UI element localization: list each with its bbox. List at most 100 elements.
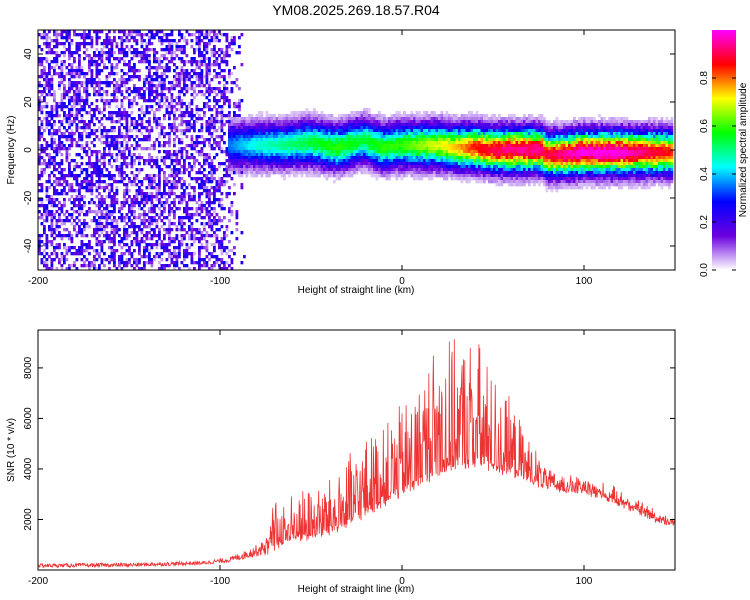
heatmap-cell <box>158 81 161 85</box>
heatmap-cell <box>313 153 316 157</box>
heatmap-cell <box>240 171 244 175</box>
heatmap-cell <box>98 165 101 169</box>
heatmap-cell <box>333 147 336 151</box>
heatmap-cell <box>280 144 284 148</box>
heatmap-cell <box>238 87 241 91</box>
heatmap-cell <box>50 156 54 160</box>
heatmap-cell <box>180 87 184 91</box>
heatmap-cell <box>350 126 354 130</box>
heatmap-cell <box>98 78 101 82</box>
heatmap-cell <box>343 174 346 178</box>
heatmap-cell <box>258 171 261 175</box>
heatmap-cell <box>180 171 184 175</box>
heatmap-cell <box>60 147 64 151</box>
heatmap-cell <box>53 123 56 127</box>
heatmap-cell <box>165 39 169 43</box>
heatmap-cell <box>155 174 159 178</box>
heatmap-cell <box>125 237 129 241</box>
heatmap-cell <box>163 186 166 190</box>
heatmap-cell <box>125 96 129 100</box>
heatmap-cell <box>63 219 66 223</box>
heatmap-cell <box>53 108 56 112</box>
heatmap-cell <box>285 165 289 169</box>
heatmap-cell <box>130 78 134 82</box>
heatmap-cell <box>108 171 111 175</box>
heatmap-cell <box>78 126 81 130</box>
heatmap-cell <box>405 141 409 145</box>
heatmap-cell <box>170 93 174 97</box>
heatmap-cell <box>138 129 141 133</box>
heatmap-cell <box>350 144 354 148</box>
heatmap-cell <box>85 153 89 157</box>
heatmap-cell <box>215 57 219 61</box>
heatmap-cell <box>153 57 156 61</box>
heatmap-cell <box>60 72 64 76</box>
heatmap-cell <box>245 153 249 157</box>
heatmap-cell <box>133 66 136 70</box>
heatmap-cell <box>103 153 106 157</box>
heatmap-cell <box>40 258 44 262</box>
heatmap-cell <box>148 72 151 76</box>
heatmap-cell <box>228 162 231 166</box>
heatmap-cell <box>178 84 181 88</box>
heatmap-cell <box>210 147 214 151</box>
heatmap-cell <box>55 168 59 172</box>
heatmap-cell <box>140 180 144 184</box>
heatmap-cell <box>60 51 64 55</box>
heatmap-cell <box>353 117 356 121</box>
heatmap-cell <box>315 120 319 124</box>
heatmap-cell <box>260 162 264 166</box>
heatmap-cell <box>203 162 206 166</box>
heatmap-cell <box>110 69 114 73</box>
heatmap-cell <box>80 147 84 151</box>
heatmap-cell <box>210 243 214 247</box>
heatmap-cell <box>380 150 384 154</box>
heatmap-cell <box>73 84 76 88</box>
heatmap-cell <box>360 132 364 136</box>
heatmap-cell <box>183 264 186 268</box>
heatmap-cell <box>83 255 86 259</box>
heatmap-cell <box>168 210 171 214</box>
heatmap-cell <box>115 225 119 229</box>
heatmap-cell <box>95 81 99 85</box>
heatmap-cell <box>48 255 51 259</box>
heatmap-cell <box>245 141 249 145</box>
heatmap-cell <box>120 102 124 106</box>
heatmap-cell <box>310 156 314 160</box>
heatmap-cell <box>250 120 254 124</box>
heatmap-cell <box>223 99 226 103</box>
heatmap-cell <box>400 159 404 163</box>
heatmap-cell <box>348 150 351 154</box>
heatmap-cell <box>90 174 94 178</box>
heatmap-cell <box>385 132 389 136</box>
heatmap-cell <box>263 153 266 157</box>
heatmap-cell <box>65 267 69 271</box>
heatmap-cell <box>223 132 226 136</box>
heatmap-cell <box>45 261 49 265</box>
heatmap-cell <box>68 144 71 148</box>
heatmap-cell <box>350 138 354 142</box>
heatmap-cell <box>368 141 371 145</box>
heatmap-cell <box>368 138 371 142</box>
heatmap-cell <box>148 237 151 241</box>
heatmap-cell <box>343 159 346 163</box>
heatmap-cell <box>110 63 114 67</box>
heatmap-cell <box>93 54 96 58</box>
heatmap-cell <box>60 219 64 223</box>
heatmap-cell <box>193 57 196 61</box>
heatmap-cell <box>230 249 234 253</box>
heatmap-cell <box>103 264 106 268</box>
heatmap-cell <box>205 207 209 211</box>
chart-title: YM08.2025.269.18.57.R04 <box>272 2 440 18</box>
heatmap-cell <box>103 165 106 169</box>
heatmap-cell <box>215 141 219 145</box>
heatmap-cell <box>233 81 236 85</box>
heatmap-cell <box>75 72 79 76</box>
heatmap-cell <box>65 219 69 223</box>
heatmap-cell <box>370 144 374 148</box>
heatmap-cell <box>413 162 416 166</box>
heatmap-cell <box>233 246 236 250</box>
heatmap-cell <box>180 198 184 202</box>
heatmap-cell <box>95 204 99 208</box>
heatmap-cell <box>40 240 44 244</box>
